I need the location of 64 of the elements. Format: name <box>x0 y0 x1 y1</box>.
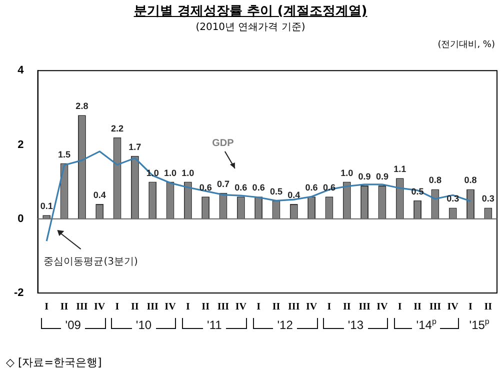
x-tick-label: III <box>217 302 230 313</box>
x-tick-label: II <box>414 302 422 313</box>
data-label: 0.5 <box>270 186 282 196</box>
data-label: 1.0 <box>340 168 354 178</box>
data-label: 1.0 <box>164 168 177 178</box>
data-label: 0.4 <box>288 190 300 200</box>
x-tick-label: IV <box>164 302 177 313</box>
x-tick-label: I <box>44 302 49 313</box>
text: '11 <box>207 318 222 332</box>
x-tick-label: IV <box>235 302 248 313</box>
data-label: 0.4 <box>93 190 106 200</box>
data-label: 0.8 <box>464 175 477 186</box>
x-tick-label: III <box>76 302 88 313</box>
y-tick-label: 2 <box>18 138 24 151</box>
data-label: 0.6 <box>234 182 248 193</box>
x-tick-label: II <box>484 302 492 313</box>
data-label: 0.9 <box>358 171 371 182</box>
data-label: 1.5 <box>58 149 71 160</box>
text: '12 <box>277 318 294 332</box>
x-tick-label: IV <box>376 302 389 313</box>
data-label: 1.1 <box>394 164 406 174</box>
chart-subtitle: (2010년 연쇄가격 기준) <box>194 21 306 34</box>
data-label: 0.3 <box>446 194 460 204</box>
x-tick-label: I <box>398 302 402 313</box>
x-tick-label: III <box>288 302 300 313</box>
data-label: 0.9 <box>376 171 388 182</box>
data-label: 1.7 <box>128 142 142 152</box>
data-label: 2.8 <box>76 101 88 112</box>
x-tick-label: I <box>186 302 190 313</box>
data-label: 1.0 <box>182 168 194 178</box>
text: '13 <box>348 318 364 332</box>
data-label: 0.6 <box>199 182 212 193</box>
data-label: 0.3 <box>482 194 494 204</box>
data-label: 0.6 <box>252 182 265 193</box>
x-tick-label: I <box>327 302 332 313</box>
data-label: 0.7 <box>216 178 230 189</box>
x-tick-label: II <box>342 302 351 313</box>
data-label: 2.2 <box>111 123 124 134</box>
x-tick-label: II <box>202 302 210 313</box>
text: ◇ [자료=한국은행] <box>6 355 102 370</box>
y-tick-label: 4 <box>18 64 25 77</box>
x-tick-label: III <box>429 302 442 313</box>
series-label: 중심이동평균(3분기) <box>44 256 138 268</box>
y-tick-label: 0 <box>18 212 24 225</box>
x-tick-label: II <box>272 302 280 313</box>
y-tick-label: -2 <box>14 287 24 300</box>
x-tick-label: I <box>468 302 473 313</box>
x-tick-label: III <box>358 302 370 313</box>
x-tick-label: I <box>256 302 261 313</box>
data-label: 0.6 <box>305 182 318 193</box>
text: GDP <box>212 138 234 150</box>
x-tick-label: IV <box>94 302 106 313</box>
data-label: 0.1 <box>40 201 53 212</box>
text: '10 <box>136 318 152 332</box>
data-label: 0.8 <box>428 175 442 186</box>
x-tick-label: II <box>131 302 139 313</box>
x-tick-label: II <box>60 302 68 313</box>
x-tick-label: I <box>115 302 120 313</box>
x-tick-label: III <box>146 302 159 313</box>
text: '09 <box>65 318 82 332</box>
chart-title: 분기별 경제성장률 추이 (계절조정계열) <box>132 3 368 20</box>
x-tick-label: IV <box>447 302 460 313</box>
text: (전기대비, %) <box>438 39 495 51</box>
x-tick-label: IV <box>306 302 318 313</box>
